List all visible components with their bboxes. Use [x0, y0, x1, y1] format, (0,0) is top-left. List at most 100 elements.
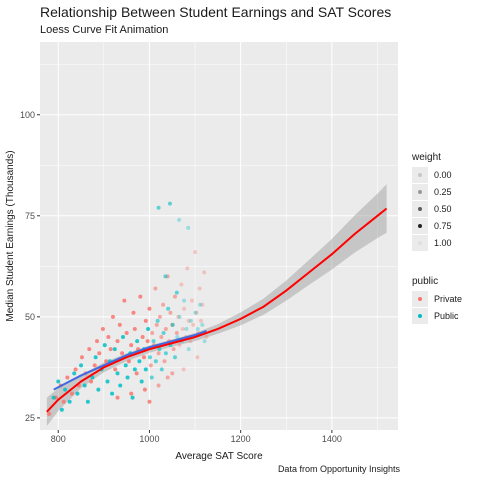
point-public	[182, 298, 187, 303]
point-public	[151, 339, 156, 344]
legend-label-weight: 0.00	[434, 170, 452, 180]
point-private	[156, 383, 161, 388]
y-tick-label: 50	[25, 312, 35, 322]
point-public	[166, 306, 171, 311]
point-public	[59, 407, 64, 412]
legend-label-weight: 0.25	[434, 187, 452, 197]
point-private	[108, 347, 113, 352]
point-private	[131, 310, 136, 315]
point-private	[147, 399, 152, 404]
point-private	[97, 351, 102, 356]
point-public	[72, 371, 77, 376]
point-public	[102, 343, 107, 348]
legend-label-weight: 1.00	[434, 238, 452, 248]
point-private	[115, 339, 120, 344]
point-public	[139, 379, 144, 384]
point-public	[112, 347, 117, 352]
point-public	[146, 326, 151, 331]
point-private	[47, 411, 52, 416]
point-public	[193, 310, 198, 315]
point-private	[138, 294, 143, 299]
point-private	[195, 355, 200, 360]
point-public	[167, 201, 172, 206]
point-public	[163, 274, 168, 279]
point-public	[202, 339, 207, 344]
point-private	[156, 351, 161, 356]
point-public	[137, 359, 142, 364]
point-public	[195, 326, 200, 331]
legend-title-weight: weight	[411, 152, 441, 163]
point-public	[125, 375, 130, 380]
point-private	[193, 250, 198, 255]
legend-label-private: Private	[434, 294, 462, 304]
point-private	[180, 326, 185, 331]
point-private	[132, 326, 137, 331]
point-private	[176, 314, 181, 319]
point-private	[117, 322, 122, 327]
point-private	[185, 266, 190, 271]
point-public	[85, 399, 90, 404]
chart-title: Relationship Between Student Earnings an…	[40, 4, 392, 20]
point-private	[124, 331, 129, 335]
point-public	[75, 391, 80, 396]
legend-key-weight	[418, 207, 422, 211]
point-public	[82, 383, 87, 388]
point-private	[115, 395, 120, 400]
legend-label-weight: 0.75	[434, 221, 452, 231]
point-public	[177, 217, 182, 222]
point-private	[61, 399, 66, 404]
point-private	[110, 314, 115, 319]
point-public	[170, 322, 175, 327]
point-public	[155, 318, 160, 323]
point-public	[186, 225, 191, 230]
point-public	[121, 335, 126, 340]
point-private	[188, 339, 193, 344]
x-tick-label: 1400	[322, 434, 342, 444]
point-public	[172, 355, 177, 360]
point-private	[174, 331, 179, 335]
point-public	[51, 395, 56, 400]
point-public	[159, 367, 164, 372]
point-public	[163, 351, 168, 356]
point-private	[179, 282, 184, 287]
loess-fit-line	[46, 207, 388, 413]
point-public	[186, 347, 191, 352]
point-private	[65, 375, 70, 380]
point-private	[148, 363, 153, 368]
x-tick-label: 1000	[139, 434, 159, 444]
point-private	[113, 367, 118, 372]
point-private	[150, 331, 155, 335]
point-private	[92, 363, 97, 368]
point-public	[132, 367, 137, 372]
point-private	[194, 310, 199, 315]
point-private	[106, 335, 111, 340]
legend-key-bg	[412, 167, 428, 183]
point-private	[147, 306, 152, 311]
point-public	[130, 395, 135, 400]
point-private	[204, 335, 209, 340]
point-private	[129, 391, 134, 396]
x-axis-title: Average SAT Score	[175, 451, 263, 462]
point-private	[159, 335, 164, 340]
point-private	[162, 359, 167, 364]
grid-lines	[40, 42, 398, 430]
point-private	[145, 339, 150, 344]
y-axis-title: Median Student Earnings (Thousands)	[5, 150, 16, 321]
chart-caption: Data from Opportunity Insights	[277, 464, 400, 474]
point-public	[67, 399, 72, 404]
point-private	[154, 322, 159, 327]
point-public	[175, 335, 180, 340]
y-tick-label: 25	[25, 413, 35, 423]
legend-key-bg	[412, 184, 428, 200]
point-private	[141, 355, 146, 360]
point-private	[126, 359, 131, 364]
point-public	[200, 322, 205, 327]
point-private	[157, 314, 162, 319]
point-public	[156, 205, 161, 210]
legend: weight 0.00 0.25 0.50 0.75 1.00 public Private P…	[411, 152, 462, 324]
point-private	[100, 326, 105, 331]
plot-panel	[40, 42, 398, 430]
point-public	[105, 379, 110, 384]
point-private	[200, 302, 205, 307]
point-public	[184, 326, 189, 331]
